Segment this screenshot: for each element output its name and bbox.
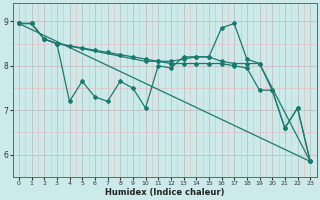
X-axis label: Humidex (Indice chaleur): Humidex (Indice chaleur)	[105, 188, 224, 197]
